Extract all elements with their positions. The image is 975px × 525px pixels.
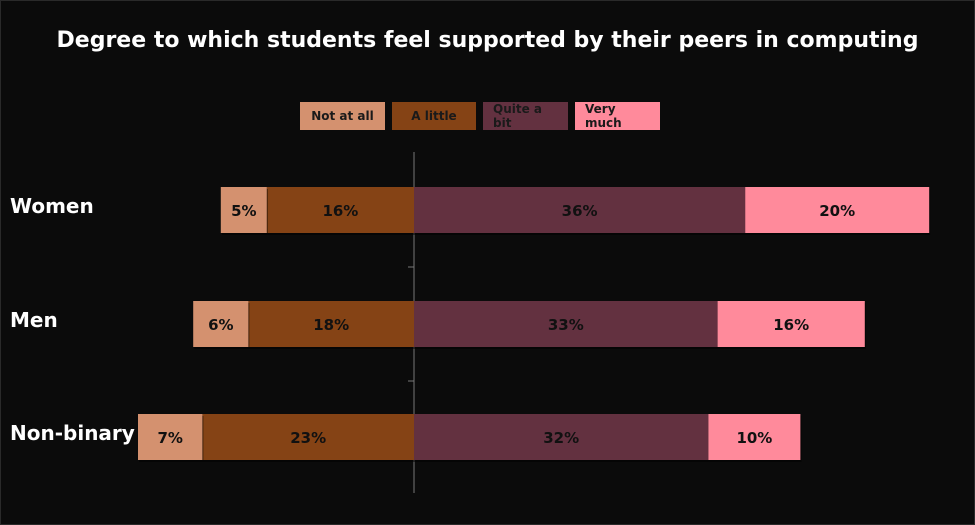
bar-segment [708, 414, 801, 460]
data-label: 33% [548, 316, 584, 334]
legend-item-a-little: A little [392, 102, 476, 130]
category-label: Women [10, 194, 94, 218]
data-label: 23% [290, 429, 326, 447]
legend-label: A little [411, 109, 457, 123]
category-label: Men [10, 308, 58, 332]
data-label: 16% [322, 202, 358, 220]
bar-segment [193, 301, 249, 347]
data-label: 36% [562, 202, 598, 220]
legend: Not at all A little Quite a bit Very muc… [300, 102, 660, 130]
data-label: 10% [736, 429, 772, 447]
legend-item-very-much: Very much [575, 102, 660, 130]
bar-segment [220, 187, 267, 233]
data-label: 6% [208, 316, 233, 334]
bar-segment [138, 414, 203, 460]
data-label: 32% [543, 429, 579, 447]
category-label: Non-binary [10, 421, 135, 445]
bar-segment [414, 301, 718, 347]
data-label: 5% [231, 202, 256, 220]
data-label: 16% [773, 316, 809, 334]
data-label: 18% [313, 316, 349, 334]
bar-segment [202, 414, 414, 460]
bar-segment [717, 301, 865, 347]
legend-label: Not at all [311, 109, 374, 123]
bar-segment [414, 187, 746, 233]
bar-segment [414, 414, 709, 460]
legend-item-quite-a-bit: Quite a bit [483, 102, 568, 130]
legend-label: Quite a bit [493, 102, 543, 130]
data-label: 7% [157, 429, 182, 447]
legend-label: Very much [585, 102, 622, 130]
bar-segment [266, 187, 414, 233]
bar-segment [745, 187, 930, 233]
legend-item-not-at-all: Not at all [300, 102, 385, 130]
bar-segment [248, 301, 414, 347]
chart-title: Degree to which students feel supported … [56, 28, 919, 53]
data-label: 20% [819, 202, 855, 220]
